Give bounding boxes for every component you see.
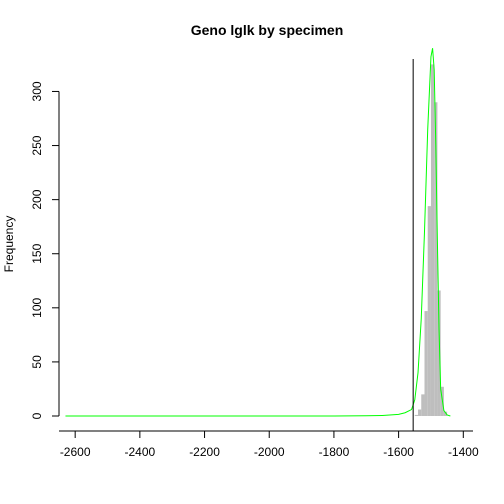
histogram-bar-4 bbox=[424, 311, 428, 416]
x-tick-label-1: -2400 bbox=[125, 445, 156, 459]
density-curve-group bbox=[65, 48, 451, 417]
histogram-bar-10 bbox=[443, 411, 448, 416]
density-curve bbox=[65, 48, 451, 417]
histogram-bars bbox=[414, 64, 448, 417]
x-tick-label-2: -2200 bbox=[189, 445, 220, 459]
y-tick-label-0: 0 bbox=[30, 412, 44, 419]
y-axis: 0 50 100 150 200 250 300 bbox=[30, 81, 60, 419]
x-tick-label-6: -1400 bbox=[448, 445, 479, 459]
x-tick-label-4: -1800 bbox=[319, 445, 350, 459]
y-tick-label-4: 200 bbox=[30, 189, 44, 209]
x-tick-label-0: -2600 bbox=[60, 445, 91, 459]
histogram-bar-1 bbox=[414, 414, 419, 416]
chart-title: Geno lglk by specimen bbox=[191, 22, 344, 38]
histogram-bar-3 bbox=[421, 394, 425, 416]
x-tick-label-3: -2000 bbox=[254, 445, 285, 459]
histogram-bar-7 bbox=[434, 102, 438, 417]
histogram-bar-6 bbox=[430, 64, 435, 416]
y-tick-label-5: 250 bbox=[30, 135, 44, 155]
y-tick-label-3: 150 bbox=[30, 243, 44, 263]
x-axis: -2600 -2400 -2200 -2000 -1800 -1600 -1400 bbox=[59, 430, 479, 459]
histogram-bar-5 bbox=[427, 206, 431, 416]
y-tick-label-1: 50 bbox=[30, 355, 44, 369]
y-axis-label: Frequency bbox=[2, 216, 16, 273]
y-tick-label-2: 100 bbox=[30, 297, 44, 317]
x-tick-label-5: -1600 bbox=[383, 445, 414, 459]
histogram-bar-2 bbox=[418, 409, 422, 416]
histogram-bar-8 bbox=[437, 290, 441, 416]
y-tick-label-6: 300 bbox=[30, 81, 44, 101]
